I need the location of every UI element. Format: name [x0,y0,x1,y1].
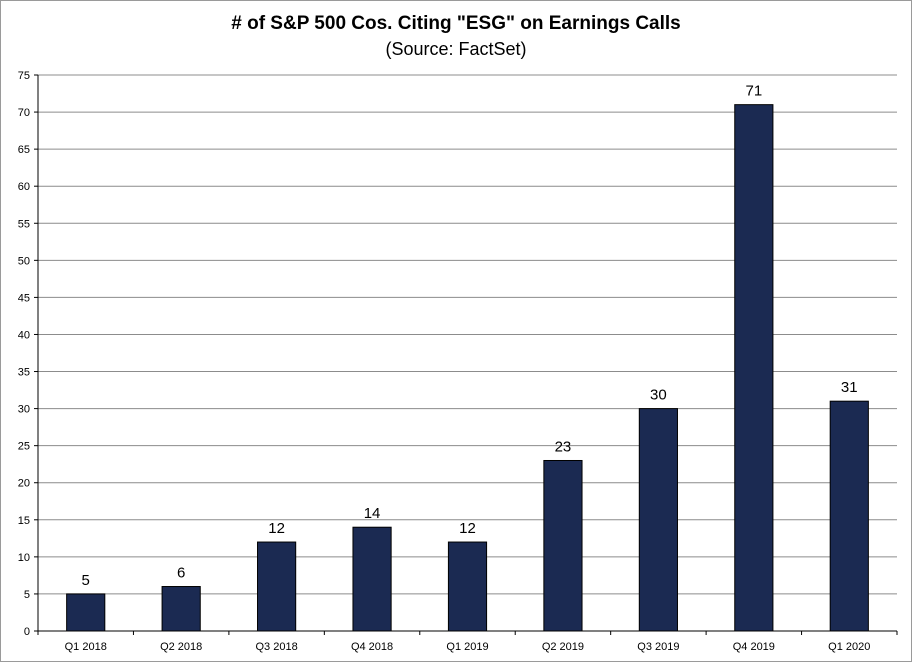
y-tick-label: 50 [18,255,30,267]
y-tick-label: 15 [18,515,30,527]
data-label: 30 [650,387,667,404]
bar-q2-2018 [161,586,201,632]
x-tick-label: Q2 2018 [160,641,202,653]
bar-q1-2018 [66,593,106,632]
data-label: 14 [364,505,381,522]
y-tick-label: 60 [18,181,30,193]
x-tick-label: Q3 2018 [256,641,298,653]
data-label: 5 [82,572,90,589]
data-label: 6 [177,565,185,582]
y-tick-label: 70 [18,107,30,119]
chart-title: # of S&P 500 Cos. Citing "ESG" on Earnin… [231,13,681,34]
data-label: 71 [745,83,762,100]
bar-q3-2019 [638,408,678,632]
y-tick-label: 35 [18,367,30,379]
y-tick-label: 20 [18,478,30,490]
y-tick-label: 55 [18,218,30,230]
y-tick-label: 25 [18,441,30,453]
y-tick-label: 75 [18,70,30,82]
data-label: 31 [841,379,858,396]
x-tick-label: Q1 2020 [828,641,870,653]
bar-q1-2020 [829,400,869,632]
data-label: 23 [555,438,572,455]
x-tick-label: Q1 2019 [446,641,488,653]
bar-q4-2018 [352,526,392,632]
bar-q3-2018 [257,541,297,632]
x-tick-label: Q4 2019 [733,641,775,653]
data-label: 12 [268,520,285,537]
chart-subtitle: (Source: FactSet) [385,39,527,59]
x-tick-label: Q2 2019 [542,641,584,653]
data-label: 12 [459,520,476,537]
bar-q2-2019 [543,459,583,632]
x-tick-label: Q4 2018 [351,641,393,653]
x-tick-label: Q1 2018 [65,641,107,653]
bar-q1-2019 [447,541,488,632]
y-tick-label: 10 [18,552,30,564]
y-tick-label: 40 [18,329,30,341]
y-tick-label: 0 [24,626,30,638]
bar-q4-2019 [734,104,774,632]
y-tick-label: 30 [18,404,30,416]
y-tick-label: 45 [18,292,30,304]
y-tick-label: 65 [18,144,30,156]
y-tick-label: 5 [24,589,30,601]
x-tick-label: Q3 2019 [637,641,679,653]
